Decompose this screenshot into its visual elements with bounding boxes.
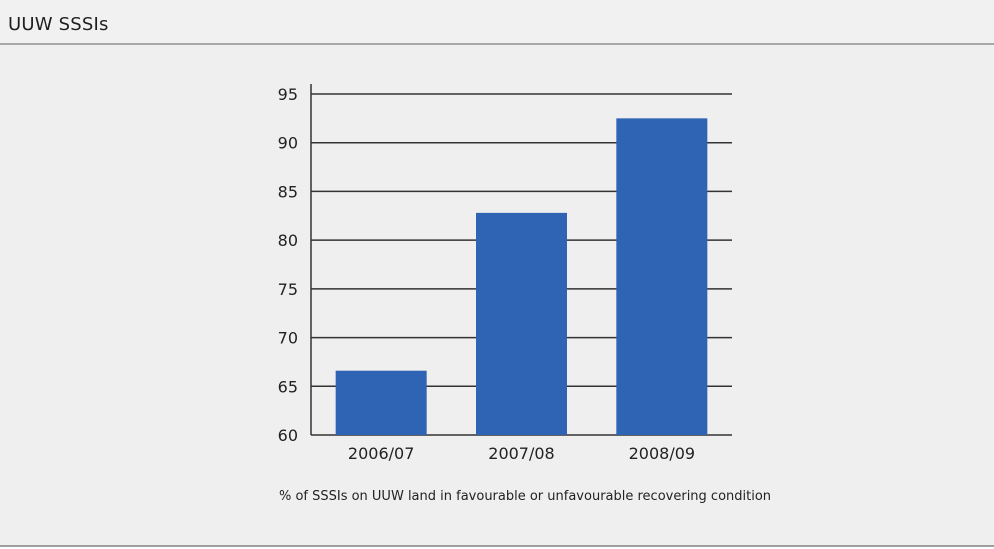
panel-title: UUW SSSIs: [8, 14, 109, 35]
y-tick-label: 70: [278, 329, 298, 348]
bottom-divider: [0, 545, 994, 547]
bars: [335, 118, 708, 435]
x-tick-label: 2007/08: [488, 444, 554, 463]
y-tick-label: 65: [278, 377, 298, 396]
y-tick-label: 60: [278, 426, 298, 445]
chart-caption: % of SSSIs on UUW land in favourable or …: [279, 489, 771, 504]
y-tick-label: 95: [278, 85, 298, 104]
y-tick-label: 85: [278, 182, 298, 201]
x-tick-label: 2006/07: [348, 444, 414, 463]
bar: [476, 212, 567, 435]
y-tick-label: 75: [278, 280, 298, 299]
y-tick-label: 80: [278, 231, 298, 250]
bar: [616, 118, 708, 435]
bar: [335, 370, 427, 435]
panel-header: UUW SSSIs: [0, 0, 994, 45]
y-tick-label: 90: [278, 134, 298, 153]
tick-labels: 60 65 70 75 80 85 90 95 2006/07 2007/08 2008/09: [278, 85, 695, 463]
x-tick-label: 2008/09: [629, 444, 695, 463]
